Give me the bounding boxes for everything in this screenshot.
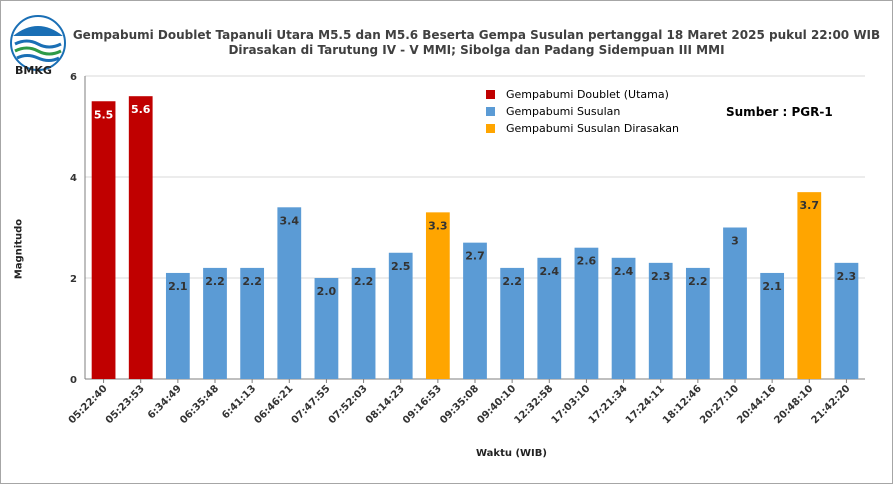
legend-item-main: Gempabumi Doublet (Utama) (486, 86, 679, 103)
x-tick-label: 20:48:10 (772, 383, 815, 426)
bar (128, 96, 153, 379)
legend-item-felt: Gempabumi Susulan Dirasakan (486, 120, 679, 137)
data-label: 2.7 (465, 250, 485, 263)
data-label: 2.2 (688, 275, 708, 288)
chart-subtitle: Dirasakan di Tarutung IV - V MMI; Sibolg… (228, 43, 725, 57)
bar (760, 272, 785, 379)
bar (500, 267, 525, 379)
chart-legend: Gempabumi Doublet (Utama) Gempabumi Susu… (486, 86, 679, 137)
bmkg-logo-text: BMKG (15, 64, 52, 77)
data-label: 2.4 (540, 265, 560, 278)
bar (685, 267, 710, 379)
x-tick-label: 09:40:10 (475, 383, 518, 426)
data-label: 3 (731, 235, 739, 248)
x-tick-label: 06:46:21 (252, 383, 295, 426)
data-label: 2.1 (168, 280, 188, 293)
data-label: 3.7 (800, 199, 820, 212)
data-label: 2.3 (651, 270, 671, 283)
bar (723, 227, 747, 379)
bar (537, 257, 562, 379)
data-label: 2.6 (577, 255, 597, 268)
x-tick-label: 06:35:48 (178, 383, 221, 426)
bar (240, 267, 265, 379)
bmkg-logo-icon (10, 15, 66, 71)
data-label: 2.5 (391, 260, 411, 273)
data-label: 2.4 (614, 265, 634, 278)
x-tick-label: 09:35:08 (438, 383, 481, 426)
x-tick-label: 20:44:16 (735, 383, 778, 426)
bar (203, 267, 227, 379)
bar (277, 207, 302, 379)
x-tick-label: 09:16:53 (401, 383, 444, 426)
legend-label-felt: Gempabumi Susulan Dirasakan (506, 122, 680, 135)
y-axis-label: Magnitudo (13, 218, 25, 280)
y-tick-label: 6 (70, 72, 77, 83)
bar (611, 257, 636, 379)
x-tick-label: 20:27:10 (698, 383, 741, 426)
legend-swatch-main (486, 90, 495, 99)
x-tick-label: 18:12:46 (661, 383, 704, 426)
data-label: 5.5 (94, 108, 114, 121)
x-axis-label: Waktu (WIB) (476, 448, 547, 459)
x-tick-label: 05:23:53 (104, 383, 147, 426)
source-label: Sumber : PGR-1 (726, 105, 833, 119)
bar (425, 212, 450, 379)
data-label: 3.4 (280, 214, 300, 227)
data-label: 2.2 (205, 275, 225, 288)
x-tick-label: 07:47:55 (290, 383, 333, 426)
x-tick-label: 05:22:40 (67, 383, 110, 426)
chart-title: Gempabumi Doublet Tapanuli Utara M5.5 da… (72, 28, 881, 42)
data-label: 2.3 (837, 270, 857, 283)
x-tick-label: 17:24:11 (624, 383, 667, 426)
bar (797, 192, 822, 379)
x-tick-label: 6:41:13 (220, 383, 258, 421)
legend-swatch-aftershock (486, 107, 495, 116)
legend-swatch-felt (486, 124, 495, 133)
x-tick-label: 08:14:23 (364, 383, 407, 426)
x-tick-label: 6:34:49 (146, 383, 184, 421)
data-label: 3.3 (428, 219, 448, 232)
x-tick-label: 17:21:34 (587, 383, 630, 426)
y-tick-label: 4 (70, 173, 77, 184)
bar (574, 247, 599, 379)
bar (165, 272, 190, 379)
x-tick-label: 12:32:58 (512, 383, 555, 426)
y-tick-label: 2 (70, 274, 77, 285)
bar (351, 267, 376, 379)
legend-item-aftershock: Gempabumi Susulan (486, 103, 679, 120)
legend-label-main: Gempabumi Doublet (Utama) (506, 88, 669, 101)
bar (834, 262, 859, 379)
data-label: 2.2 (242, 275, 262, 288)
data-label: 2.0 (317, 285, 337, 298)
x-tick-label: 17:03:10 (550, 383, 593, 426)
bar (388, 252, 413, 379)
data-label: 2.2 (502, 275, 522, 288)
bar (314, 278, 339, 379)
bar (648, 262, 673, 379)
y-tick-label: 0 (70, 375, 77, 386)
legend-label-aftershock: Gempabumi Susulan (506, 105, 621, 118)
x-tick-label: 21:42:20 (810, 383, 853, 426)
bar (91, 101, 116, 379)
x-tick-label: 07:52:03 (327, 383, 370, 426)
data-label: 2.1 (762, 280, 782, 293)
data-label: 2.2 (354, 275, 374, 288)
data-label: 5.6 (131, 103, 151, 116)
bar (463, 242, 487, 379)
